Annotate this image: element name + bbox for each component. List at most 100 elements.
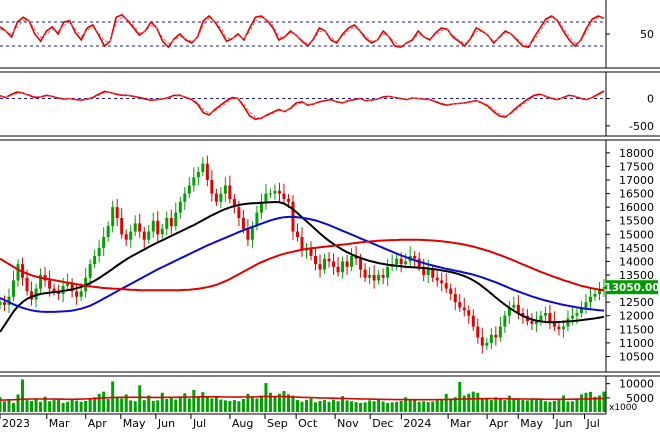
candle-body-58: [259, 201, 263, 213]
candle-body-44: [196, 171, 200, 178]
candle-body-9: [39, 275, 43, 289]
price-tick-label-14: 11000: [619, 337, 654, 350]
volume-bar-55: [246, 393, 250, 412]
candle-body-22: [97, 247, 101, 256]
volume-bar-76: [341, 396, 345, 412]
price-tick-label-4: 16000: [619, 201, 654, 214]
candle-body-104: [467, 310, 471, 316]
price-tick-label-7: 14500: [619, 242, 654, 255]
candle-body-123: [552, 321, 556, 327]
candle-body-13: [57, 291, 61, 294]
candle-body-115: [516, 304, 520, 313]
candle-body-1: [3, 302, 7, 305]
x-tick-label-7: Sep: [267, 417, 288, 430]
x-tick-label-15: Jun: [554, 417, 572, 430]
volume-unit-label: x1000: [609, 403, 638, 413]
oscillator-line-0: [0, 13, 605, 49]
volume-bar-71: [318, 400, 322, 412]
volume-bar-8: [34, 398, 38, 412]
volume-bar-57: [255, 398, 259, 412]
volume-bar-58: [259, 395, 263, 412]
candle-body-112: [503, 315, 507, 327]
volume-bar-31: [138, 385, 142, 412]
candle-body-86: [386, 266, 390, 278]
volume-bar-48: [214, 396, 218, 412]
volume-bar-1: [3, 401, 7, 412]
volume-bar-109: [489, 400, 493, 412]
volume-bar-23: [102, 391, 106, 412]
volume-bar-118: [530, 398, 534, 412]
candle-body-73: [327, 258, 331, 262]
volume-ma-line: [0, 395, 605, 401]
candle-body-64: [286, 199, 290, 202]
volume-bar-94: [422, 401, 426, 412]
volume-bar-9: [39, 401, 43, 412]
price-tick-label-0: 18000: [619, 147, 654, 160]
candle-body-20: [88, 264, 92, 278]
price-tick-label-3: 16500: [619, 188, 654, 201]
volume-bar-111: [498, 398, 502, 412]
candle-body-52: [232, 199, 236, 208]
volume-bar-49: [219, 399, 223, 412]
volume-bar-106: [476, 392, 480, 412]
candle-body-125: [561, 326, 565, 330]
candle-body-75: [336, 266, 340, 273]
volume-bar-19: [84, 400, 88, 412]
candle-body-126: [566, 318, 570, 327]
volume-bar-35: [156, 400, 160, 412]
volume-bar-30: [133, 401, 137, 412]
volume-bar-4: [16, 394, 20, 412]
candle-body-70: [314, 256, 318, 265]
oscillator-reference-lines: [0, 21, 606, 47]
price-tick-label-13: 11500: [619, 323, 654, 336]
candle-body-95: [426, 269, 430, 275]
candle-body-94: [422, 266, 426, 275]
price-ma-line-1: [0, 215, 605, 313]
oscillator-tick-label-0: 50: [640, 28, 654, 41]
candle-body-17: [75, 291, 79, 297]
volume-bar-89: [399, 400, 403, 412]
volume-bar-73: [327, 401, 331, 412]
volume-bar-116: [521, 400, 525, 412]
candle-body-49: [219, 193, 223, 202]
price-moving-averages: [0, 200, 605, 333]
volume-bar-99: [444, 393, 448, 412]
macd-lines: [0, 90, 605, 121]
volume-bar-10: [43, 396, 47, 412]
x-tick-label-11: 2024: [403, 417, 431, 430]
candle-body-108: [485, 342, 489, 346]
x-tick-label-10: Dec: [372, 417, 393, 430]
volume-bar-100: [449, 398, 453, 412]
volume-bar-37: [165, 398, 169, 412]
candle-body-133: [597, 288, 601, 294]
macd-tick-label-1: -500: [629, 120, 654, 133]
candle-body-111: [498, 326, 502, 338]
candle-body-29: [129, 231, 133, 240]
candle-body-31: [138, 223, 142, 232]
volume-bar-34: [151, 400, 155, 412]
candle-body-105: [471, 315, 475, 327]
x-tick-label-4: Jun: [157, 417, 175, 430]
candle-body-122: [548, 313, 552, 322]
candle-body-40: [178, 201, 182, 213]
candle-body-92: [413, 256, 417, 259]
volume-bar-6: [25, 400, 29, 412]
volume-bar-132: [593, 396, 597, 412]
volume-bar-127: [570, 401, 574, 412]
candle-body-101: [453, 294, 457, 303]
candle-body-127: [570, 315, 574, 319]
volume-bar-18: [79, 401, 83, 412]
volume-bar-45: [201, 392, 205, 412]
volume-bar-123: [552, 400, 556, 412]
candle-body-30: [133, 223, 137, 232]
volume-tick-label-1: 5000: [626, 392, 654, 405]
candle-body-25: [111, 207, 115, 227]
candle-body-74: [332, 261, 336, 267]
candle-body-116: [521, 313, 525, 316]
volume-bar-17: [75, 400, 79, 412]
x-tick-label-1: Mar: [49, 417, 70, 430]
volume-bar-0: [0, 397, 2, 412]
volume-bar-20: [88, 398, 92, 412]
price-tick-label-9: 13500: [619, 269, 654, 282]
volume-bar-40: [178, 396, 182, 412]
